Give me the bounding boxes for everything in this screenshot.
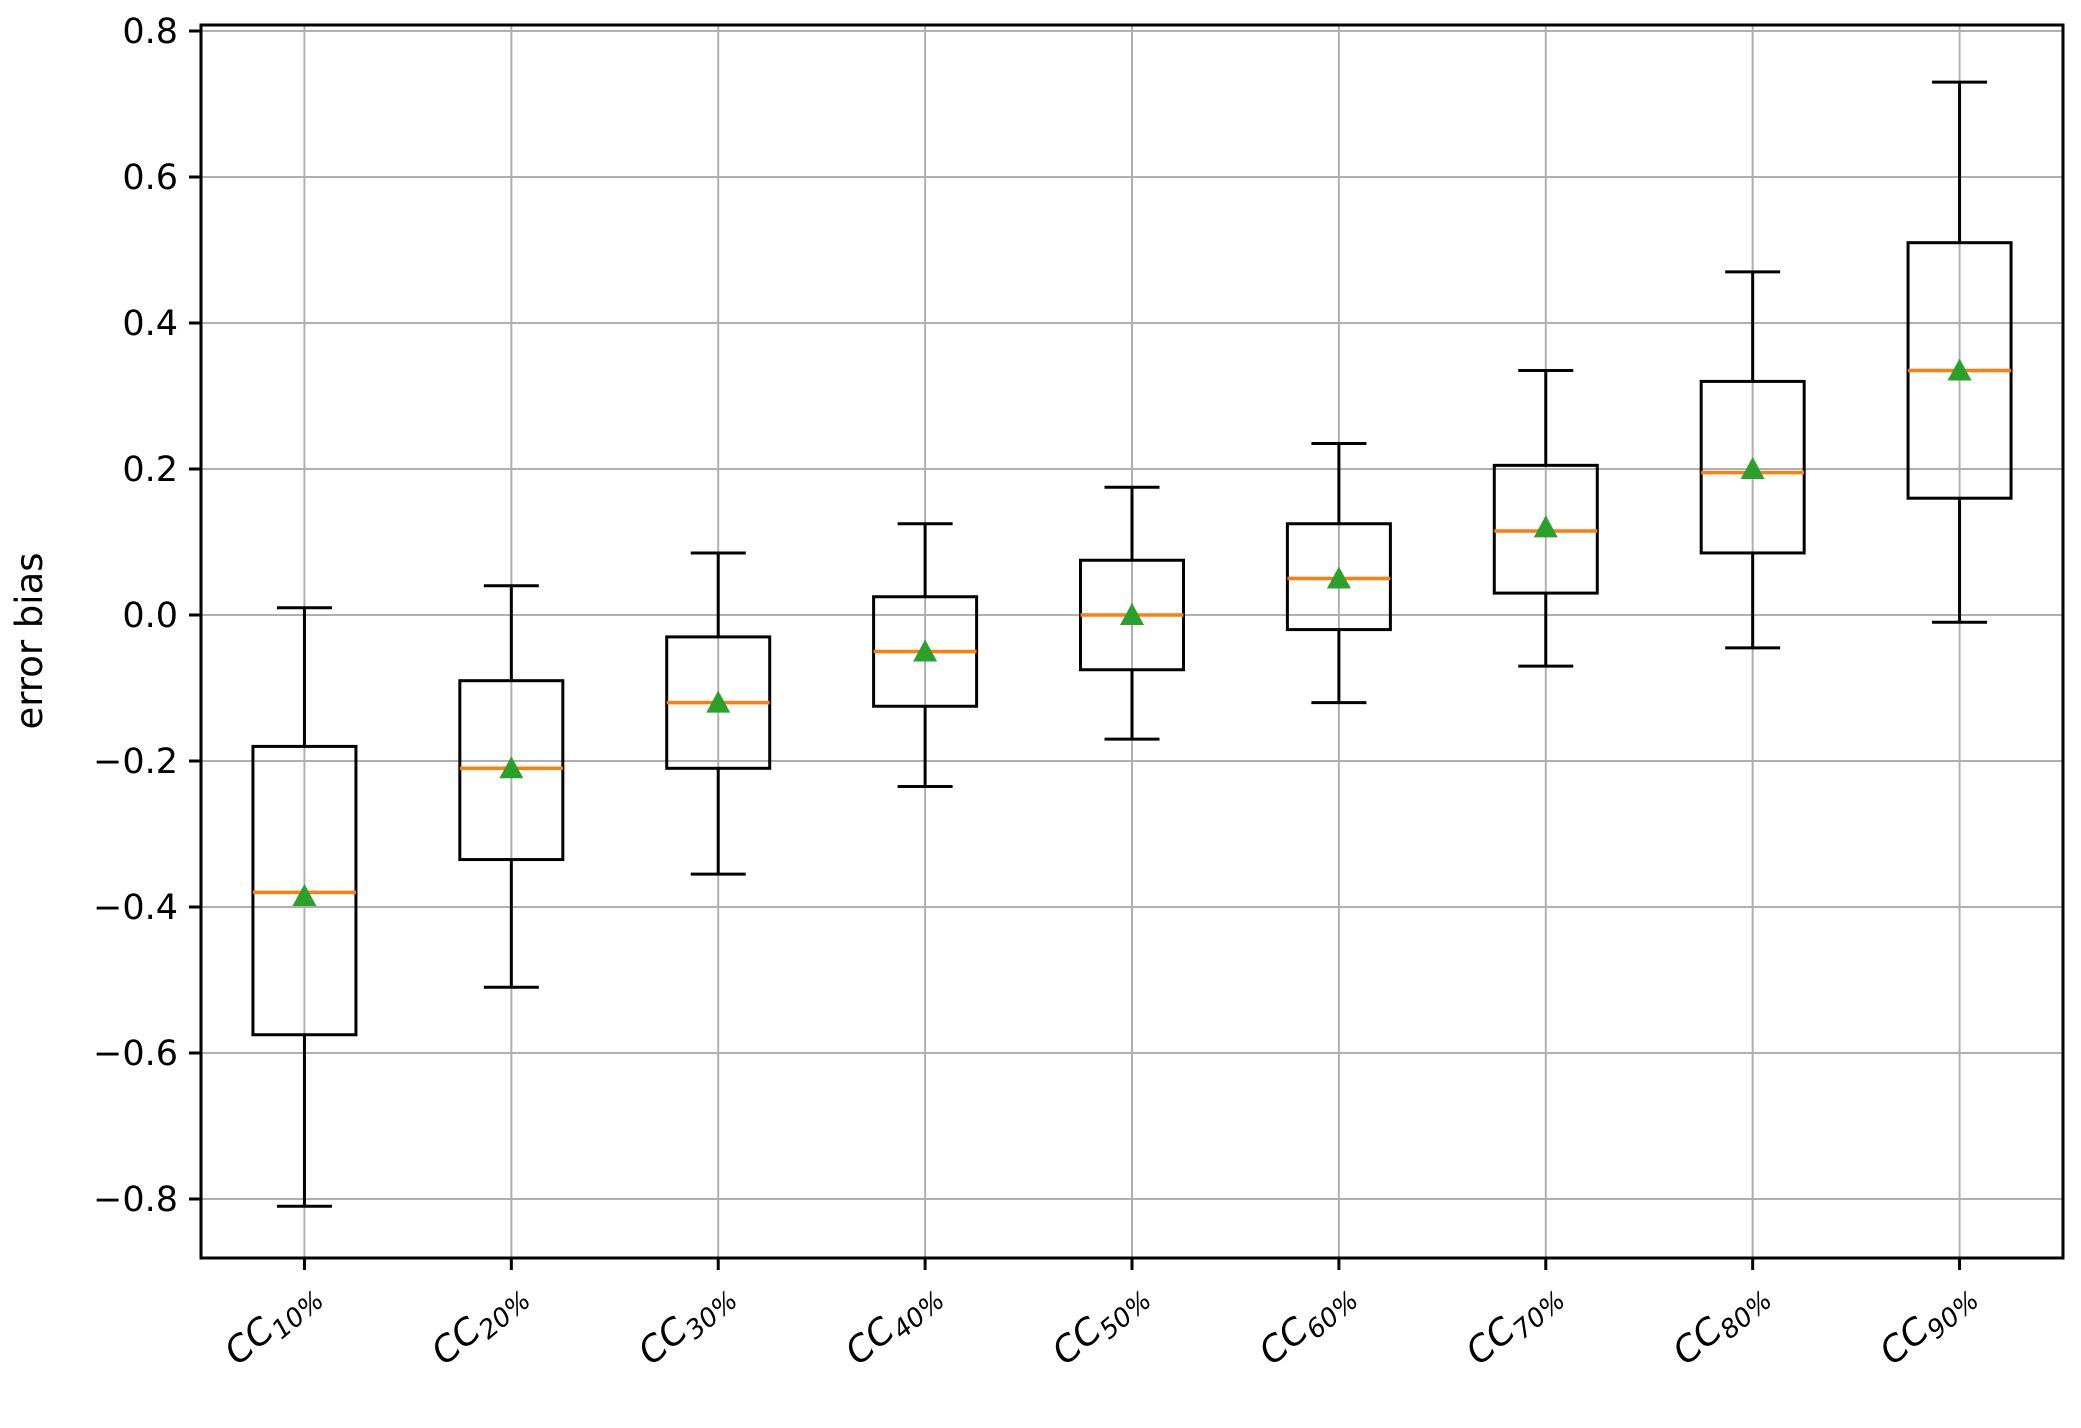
y-tick-label: −0.6 bbox=[93, 1034, 178, 1074]
y-tick-label: 0.8 bbox=[122, 12, 178, 52]
y-tick-label: −0.8 bbox=[93, 1180, 178, 1220]
y-tick-label: 0.6 bbox=[122, 158, 178, 198]
mean-marker bbox=[1740, 457, 1765, 479]
y-tick-label: 0.4 bbox=[122, 304, 178, 344]
mean-marker bbox=[1533, 515, 1558, 538]
iqr-box bbox=[1285, 522, 1392, 632]
y-axis-label: error bias bbox=[8, 552, 51, 729]
mean-marker bbox=[1120, 603, 1144, 625]
mean-marker bbox=[706, 690, 731, 713]
y-tick-label: −0.4 bbox=[93, 888, 178, 928]
mean-marker bbox=[499, 756, 524, 779]
iqr-box bbox=[251, 744, 358, 1037]
iqr-box bbox=[1699, 379, 1806, 555]
y-tick-label: 0.0 bbox=[122, 596, 178, 636]
mean-marker bbox=[1326, 566, 1351, 589]
iqr-box bbox=[1492, 463, 1599, 595]
mean-marker bbox=[1947, 358, 1972, 381]
mean-marker bbox=[913, 639, 938, 662]
mean-marker bbox=[292, 884, 317, 907]
iqr-box bbox=[458, 679, 565, 862]
y-tick-label: −0.2 bbox=[93, 742, 178, 782]
y-tick-label: 0.2 bbox=[122, 450, 178, 490]
